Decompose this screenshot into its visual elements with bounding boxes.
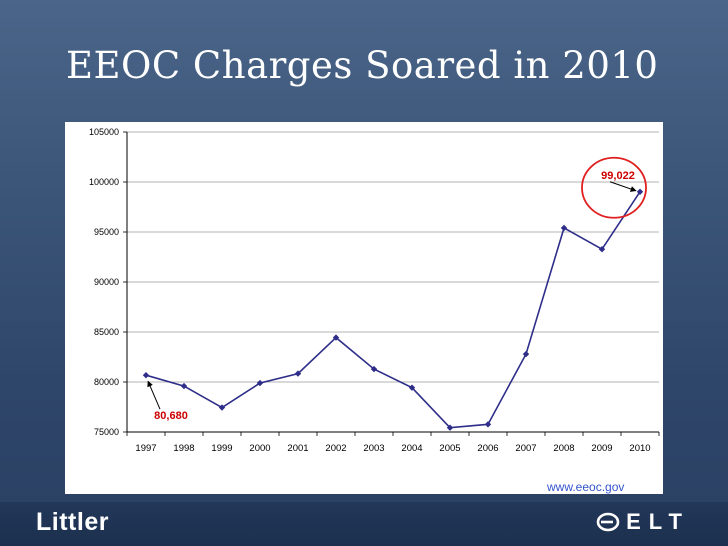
data-point (218, 404, 226, 411)
y-tick-label: 90000 (94, 277, 119, 287)
x-tick-label: 2003 (363, 443, 384, 454)
x-tick-label: 1998 (173, 443, 194, 454)
callout-arrow (147, 380, 161, 410)
chart-panel: 75000 80000 85000 90000 95000 100000 105000 19… (65, 122, 663, 494)
x-tick-labels: 1997 1998 1999 2000 2001 2002 2003 2004 2005 2006… (135, 443, 650, 454)
footer-bar: Littler ELT (0, 502, 728, 546)
littler-logo: Littler (36, 508, 109, 536)
x-tick-label: 2001 (287, 443, 308, 454)
data-point (598, 246, 606, 253)
data-point (484, 421, 492, 428)
y-tick-label: 80000 (94, 377, 119, 387)
data-point (294, 370, 302, 377)
elt-logo: ELT (596, 509, 690, 535)
data-point (332, 334, 340, 341)
x-tick-label: 2000 (249, 443, 270, 454)
x-tick-label: 1997 (135, 443, 156, 454)
x-tick-label: 2002 (325, 443, 346, 454)
data-point (180, 382, 188, 390)
data-point (446, 424, 454, 431)
x-tick-label: 2006 (477, 443, 498, 454)
slide-title: EEOC Charges Soared in 2010 (66, 44, 659, 87)
data-point (142, 372, 150, 379)
data-point (560, 224, 568, 232)
callout-label: 99,022 (601, 170, 635, 182)
annotations: 80,680 99,022 (147, 156, 647, 422)
data-point (522, 350, 530, 358)
callout-label: 80,680 (154, 410, 188, 422)
data-series (142, 188, 644, 431)
x-tick-label: 2005 (439, 443, 460, 454)
data-point (636, 188, 644, 195)
x-tick-label: 2009 (591, 443, 612, 454)
source-link[interactable]: www.eeoc.gov (547, 480, 625, 494)
grid-lines (123, 131, 659, 433)
y-tick-label: 105000 (89, 127, 119, 137)
data-point (370, 365, 378, 373)
x-tick-label: 2004 (401, 443, 422, 454)
line-chart: 75000 80000 85000 90000 95000 100000 105000 19… (89, 127, 660, 454)
x-tick-label: 2010 (629, 443, 650, 454)
elt-swoosh-icon (596, 512, 620, 532)
data-point (256, 379, 264, 387)
series-line (145, 191, 641, 429)
x-tick-label: 2007 (515, 443, 536, 454)
y-tick-label: 85000 (94, 327, 119, 337)
y-tick-label: 100000 (89, 177, 119, 187)
y-tick-label: 75000 (94, 427, 119, 437)
y-tick-labels: 75000 80000 85000 90000 95000 100000 105000 (89, 127, 119, 437)
y-tick-label: 95000 (94, 227, 119, 237)
highlight-circle (581, 156, 647, 219)
x-tick-label: 2008 (553, 443, 574, 454)
x-tick-label: 1999 (211, 443, 232, 454)
data-point (408, 384, 416, 391)
axes (126, 132, 660, 436)
callout-arrow (609, 181, 637, 192)
elt-logo-text: ELT (626, 509, 690, 534)
